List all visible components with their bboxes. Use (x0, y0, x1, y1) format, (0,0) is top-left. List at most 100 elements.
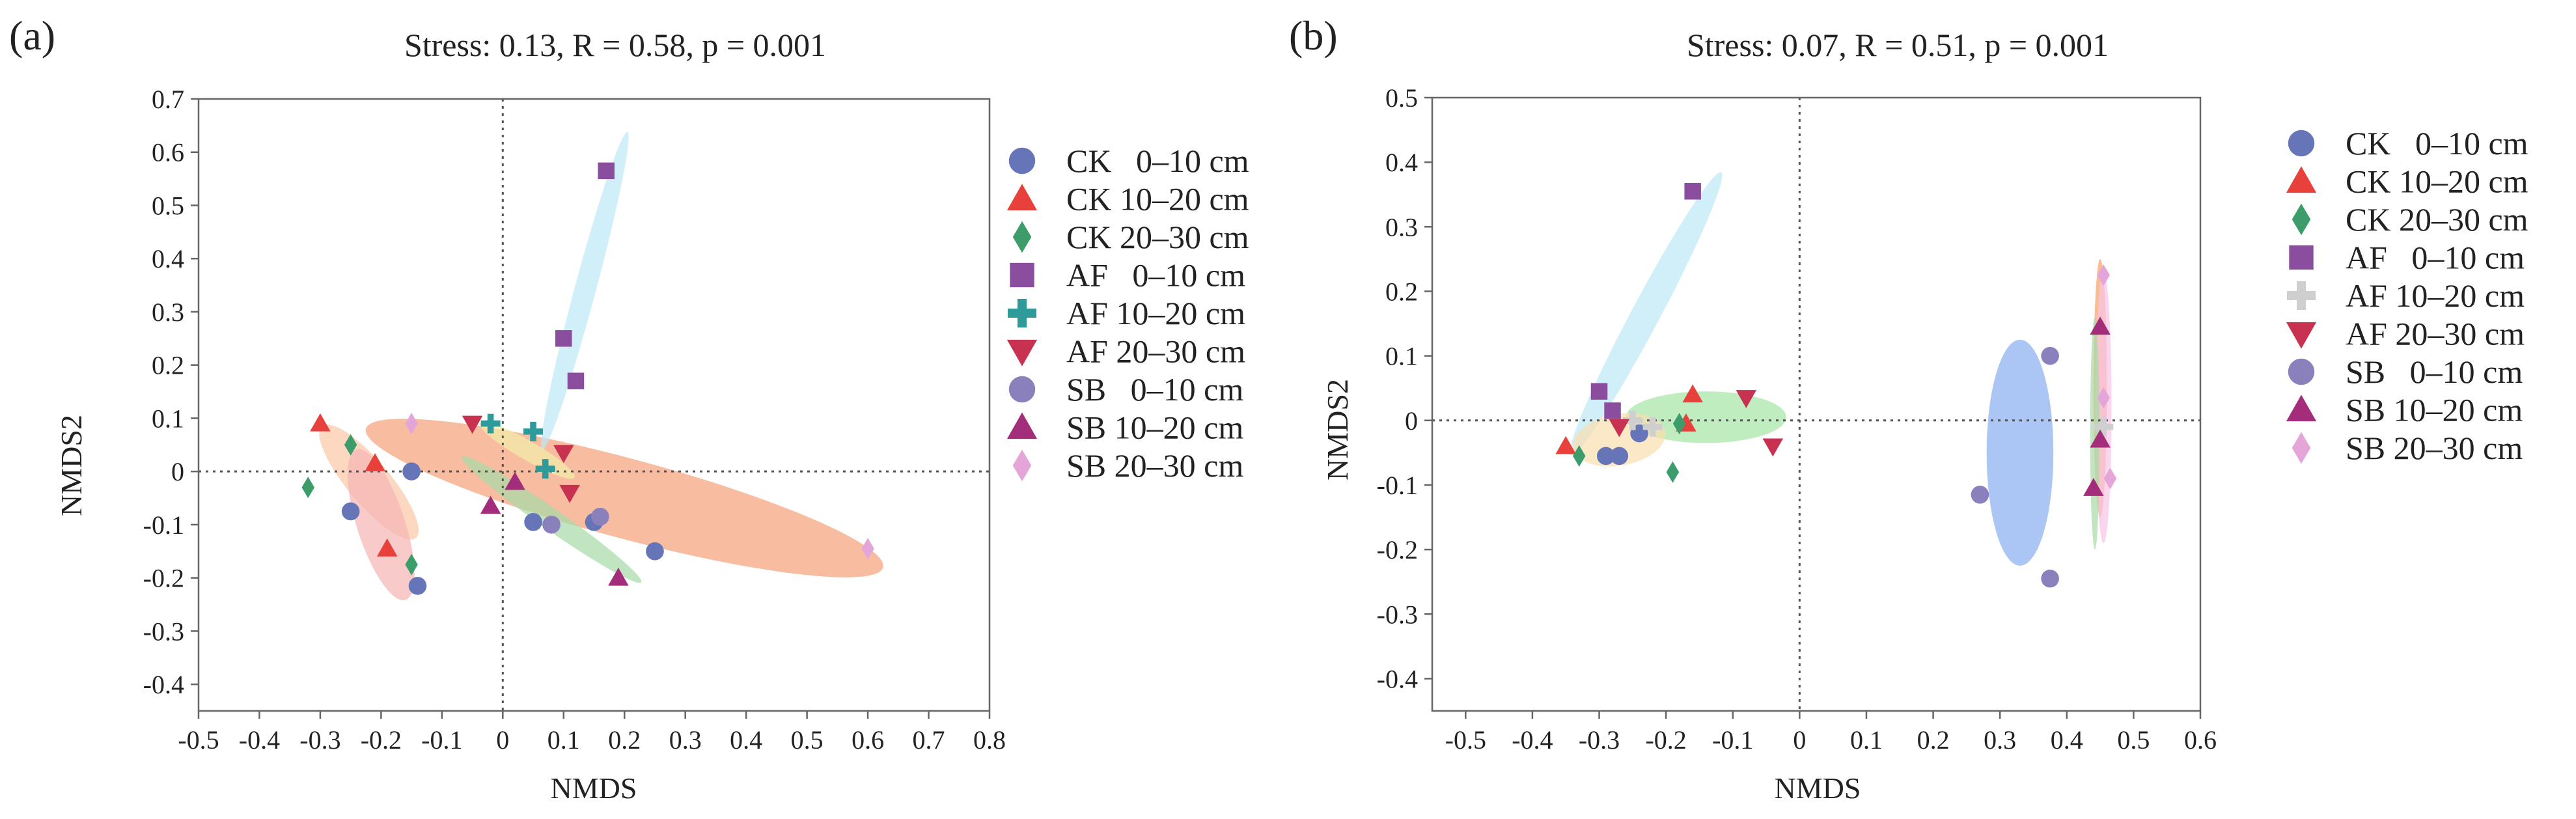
panel-a-label: (a) (9, 12, 55, 59)
panel-b-y-tick-label: 0.3 (1385, 212, 1418, 242)
panel-a-point-series-6 (591, 507, 609, 526)
panel-a-x-axis-label: NMDS (551, 771, 637, 805)
panel-b-x-axis-label: NMDS (1775, 771, 1861, 805)
panel-b-ellipses (1570, 172, 2112, 566)
panel-a-x-tick-label: -0.4 (239, 725, 280, 755)
panel-a-x-tick-label: -0.1 (421, 725, 462, 755)
panel-b-title: Stress: 0.07, R = 0.51, p = 0.001 (1687, 27, 2109, 63)
panel-b-y-tick-label: 0 (1405, 406, 1418, 436)
panel-a-y-tick-label: -0.1 (143, 510, 184, 540)
panel-a-legend-marker (1006, 412, 1038, 439)
panel-a-point-series-7 (608, 567, 629, 586)
panel-b-legend-marker (2286, 322, 2317, 349)
panel-a-legend-label: CK 20–30 cm (1066, 219, 1249, 255)
panel-b-point-series-8 (2097, 387, 2110, 409)
panel-a-point-series-7 (505, 471, 525, 490)
panel-b-legend-marker (2287, 281, 2316, 310)
panel-a-legend-marker (1012, 449, 1032, 482)
panel-b-y-tick-label: -0.2 (1377, 535, 1418, 564)
panel-b-point-series-6 (2041, 569, 2059, 588)
panel-a-y-tick-label: 0.3 (152, 298, 184, 327)
panel-b-legend-label: AF 20–30 cm (2346, 316, 2525, 352)
panel-a-point-series-6 (542, 516, 561, 534)
panel-a-point-series-8 (405, 413, 418, 435)
panel-b-point-series-7 (2090, 316, 2111, 335)
panel-a-x-tick-label: -0.3 (299, 725, 340, 755)
panel-a-legend-label: AF 10–20 cm (1066, 295, 1245, 331)
panel-a-point-series-3 (555, 330, 572, 347)
panel-b-chart: (b) Stress: 0.07, R = 0.51, p = 0.001 NM… (1289, 12, 2528, 805)
panel-a-point-series-1 (310, 413, 331, 432)
panel-b-y-tick-label: -0.1 (1377, 471, 1418, 500)
panel-a-y-tick-label: -0.3 (143, 617, 184, 646)
panel-b-legend-label: CK 20–30 cm (2346, 201, 2528, 238)
panel-b-point-series-2 (1572, 445, 1586, 467)
panel-a-point-series-3 (598, 162, 615, 180)
panel-a-y-tick-label: -0.4 (143, 670, 184, 699)
panel-a-point-series-1 (365, 453, 385, 471)
panel-b-legend-label: AF 10–20 cm (2346, 277, 2525, 314)
panel-b-ellipse-0 (1986, 339, 2054, 566)
panel-b-legend-label: SB 10–20 cm (2346, 392, 2523, 428)
panel-b-legend-marker (2292, 432, 2311, 464)
panel-b-label: (b) (1289, 12, 1338, 59)
panel-b-x-tick-label: 0.2 (1917, 725, 1950, 755)
panel-b-point-series-5 (1736, 390, 1757, 408)
panel-a-legend-marker (1012, 221, 1032, 253)
panel-a-title: Stress: 0.13, R = 0.58, p = 0.001 (404, 27, 826, 63)
panel-b-x-tick-label: -0.5 (1445, 725, 1486, 755)
panel-b-x-tick-label: 0 (1793, 725, 1806, 755)
panel-b-y-tick-label: -0.4 (1377, 664, 1418, 693)
panel-b-point-series-7 (2083, 478, 2104, 496)
panel-b-legend-marker (2286, 395, 2317, 422)
panel-a-x-tick-label: 0.6 (852, 725, 884, 755)
panel-b-point-series-1 (1555, 436, 1576, 454)
panel-a-legend-marker (1006, 339, 1038, 367)
panel-b-x-tick-label: 0.5 (2117, 725, 2150, 755)
panel-a-point-series-0 (408, 577, 427, 595)
panel-a-point-series-5 (559, 484, 580, 503)
panel-a-point-series-1 (376, 538, 398, 557)
panel-b-x-tick-label: 0.4 (2051, 725, 2083, 755)
panel-a-point-series-4 (480, 413, 501, 434)
panel-b-y-tick-label: -0.3 (1377, 600, 1418, 629)
panel-b-legend-marker (2286, 166, 2317, 193)
panel-a-legend-marker (1008, 376, 1036, 403)
panel-b-legend-marker (2292, 203, 2311, 236)
panel-b-x-tick-label: -0.4 (1512, 725, 1553, 755)
panel-a-x-tick-label: 0.2 (608, 725, 641, 755)
panel-a-legend-label: AF 20–30 cm (1066, 333, 1245, 370)
panel-a-point-series-5 (553, 445, 574, 464)
panel-a-y-tick-label: 0.4 (152, 244, 184, 273)
panel-b-legend-marker (2288, 130, 2315, 157)
panel-b-legend-label: CK 10–20 cm (2346, 163, 2528, 200)
panel-b-y-tick-label: 0.2 (1385, 277, 1418, 306)
panel-b-point-series-3 (1590, 383, 1608, 400)
panel-a-point-series-2 (344, 434, 357, 456)
panel-a-y-tick-label: -0.2 (143, 564, 184, 593)
panel-a-point-series-4 (535, 459, 555, 479)
panel-b-point-series-5 (1609, 419, 1630, 437)
panel-a-point-series-3 (567, 372, 585, 389)
panel-a-point-series-7 (480, 495, 501, 514)
panel-a-point-series-0 (524, 513, 542, 531)
panel-b-legend-label: AF 0–10 cm (2346, 240, 2525, 276)
panel-a-x-tick-label: 0 (496, 725, 509, 755)
panel-a-y-tick-label: 0 (171, 457, 184, 486)
panel-b-point-series-1 (1682, 384, 1703, 403)
panel-b-point-series-5 (1762, 438, 1784, 457)
panel-b-y-tick-label: 0.5 (1385, 83, 1418, 113)
panel-a-chart: (a) Stress: 0.13, R = 0.58, p = 0.001 NM… (9, 12, 1249, 805)
panel-a-point-series-8 (861, 538, 874, 560)
panel-a-x-tick-label: 0.3 (669, 725, 702, 755)
panel-b-x-tick-label: 0.6 (2184, 725, 2217, 755)
panel-a-ellipse-2 (348, 449, 415, 601)
panel-b-point-series-6 (2041, 346, 2059, 365)
panel-b-x-tick-label: -0.1 (1712, 725, 1753, 755)
panel-a-point-series-2 (301, 477, 314, 499)
panel-b-legend-label: CK 0–10 cm (2346, 125, 2528, 161)
panel-b-point-series-4 (1622, 410, 1642, 430)
